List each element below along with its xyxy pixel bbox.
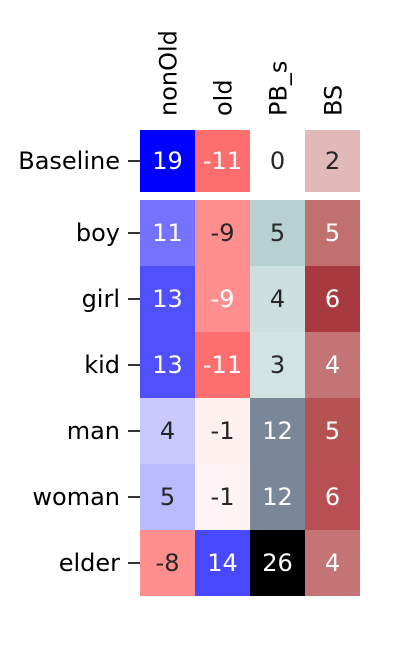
cell-value-label: -9 [211,285,235,313]
heatmap-cell [305,200,360,266]
heatmap-cell [250,332,305,398]
column-label: PB_s [265,61,293,116]
cell-value-label: 0 [270,147,285,175]
heatmap-cell [305,266,360,332]
heatmap-cell [250,398,305,464]
row-label: boy [76,219,120,247]
cell-value-label: 4 [270,285,285,313]
cell-value-label: 12 [262,417,293,445]
heatmap-cell [305,398,360,464]
heatmap-cell [140,200,195,266]
heatmap-cell [250,266,305,332]
heatmap-cell [140,130,195,192]
heatmap-cell [250,530,305,596]
heatmap-cell [195,398,250,464]
cell-value-label: -11 [203,147,242,175]
cell-value-label: 5 [325,219,340,247]
cell-value-label: 4 [160,417,175,445]
heatmap-cell [140,530,195,596]
cell-value-label: -8 [156,549,180,577]
cell-value-label: 5 [160,483,175,511]
cell-value-label: 5 [270,219,285,247]
heatmap-cell [140,464,195,530]
cell-value-label: 13 [152,351,183,379]
cell-value-label: 4 [325,351,340,379]
cell-value-label: 11 [152,219,183,247]
cell-value-label: 12 [262,483,293,511]
row-label: man [67,417,120,445]
cell-value-label: 4 [325,549,340,577]
heatmap-cell [305,464,360,530]
row-label: elder [59,549,120,577]
row-label: woman [32,483,120,511]
cell-value-label: 14 [207,549,238,577]
column-label: BS [320,85,348,116]
cell-value-label: 5 [325,417,340,445]
heatmap-cell [195,332,250,398]
heatmap-cells [140,130,360,596]
heatmap-cell [140,398,195,464]
column-labels: nonOld old PB_s BS [155,30,348,116]
heatmap-cell [195,266,250,332]
cell-value-label: 3 [270,351,285,379]
cell-value-label: 6 [325,285,340,313]
heatmap-cell [250,464,305,530]
cell-value-label: 13 [152,285,183,313]
column-label: old [210,79,238,116]
cell-value-label: -11 [203,351,242,379]
cell-value-label: 6 [325,483,340,511]
cell-value-label: 26 [262,549,293,577]
row-label: Baseline [18,147,120,175]
heatmap-cell [195,200,250,266]
heatmap-cell [305,530,360,596]
row-label: kid [84,351,120,379]
heatmap-cell [195,530,250,596]
heatmap-cell [250,130,305,192]
cell-value-label: 2 [325,147,340,175]
heatmap-cell [250,200,305,266]
heatmap-cell [305,332,360,398]
row-ticks [128,160,140,564]
heatmap-cell [305,130,360,192]
heatmap-cell [140,266,195,332]
row-label: girl [82,285,120,313]
column-label: nonOld [155,30,183,116]
cell-value-label: 19 [152,147,183,175]
cell-value-label: -1 [211,483,235,511]
row-labels: Baseline boy girl kid man woman elder [18,147,120,577]
heatmap-cell [140,332,195,398]
cell-value-label: -9 [211,219,235,247]
heatmap-cell [195,130,250,192]
heatmap-cell-values: 19 -11 0 2 11 -9 5 5 13 -9 4 6 13 -11 3 4 4 -1 12 5 5 -1 12 6 -8… [152,147,340,577]
heatmap-cell [195,464,250,530]
cell-value-label: -1 [211,417,235,445]
